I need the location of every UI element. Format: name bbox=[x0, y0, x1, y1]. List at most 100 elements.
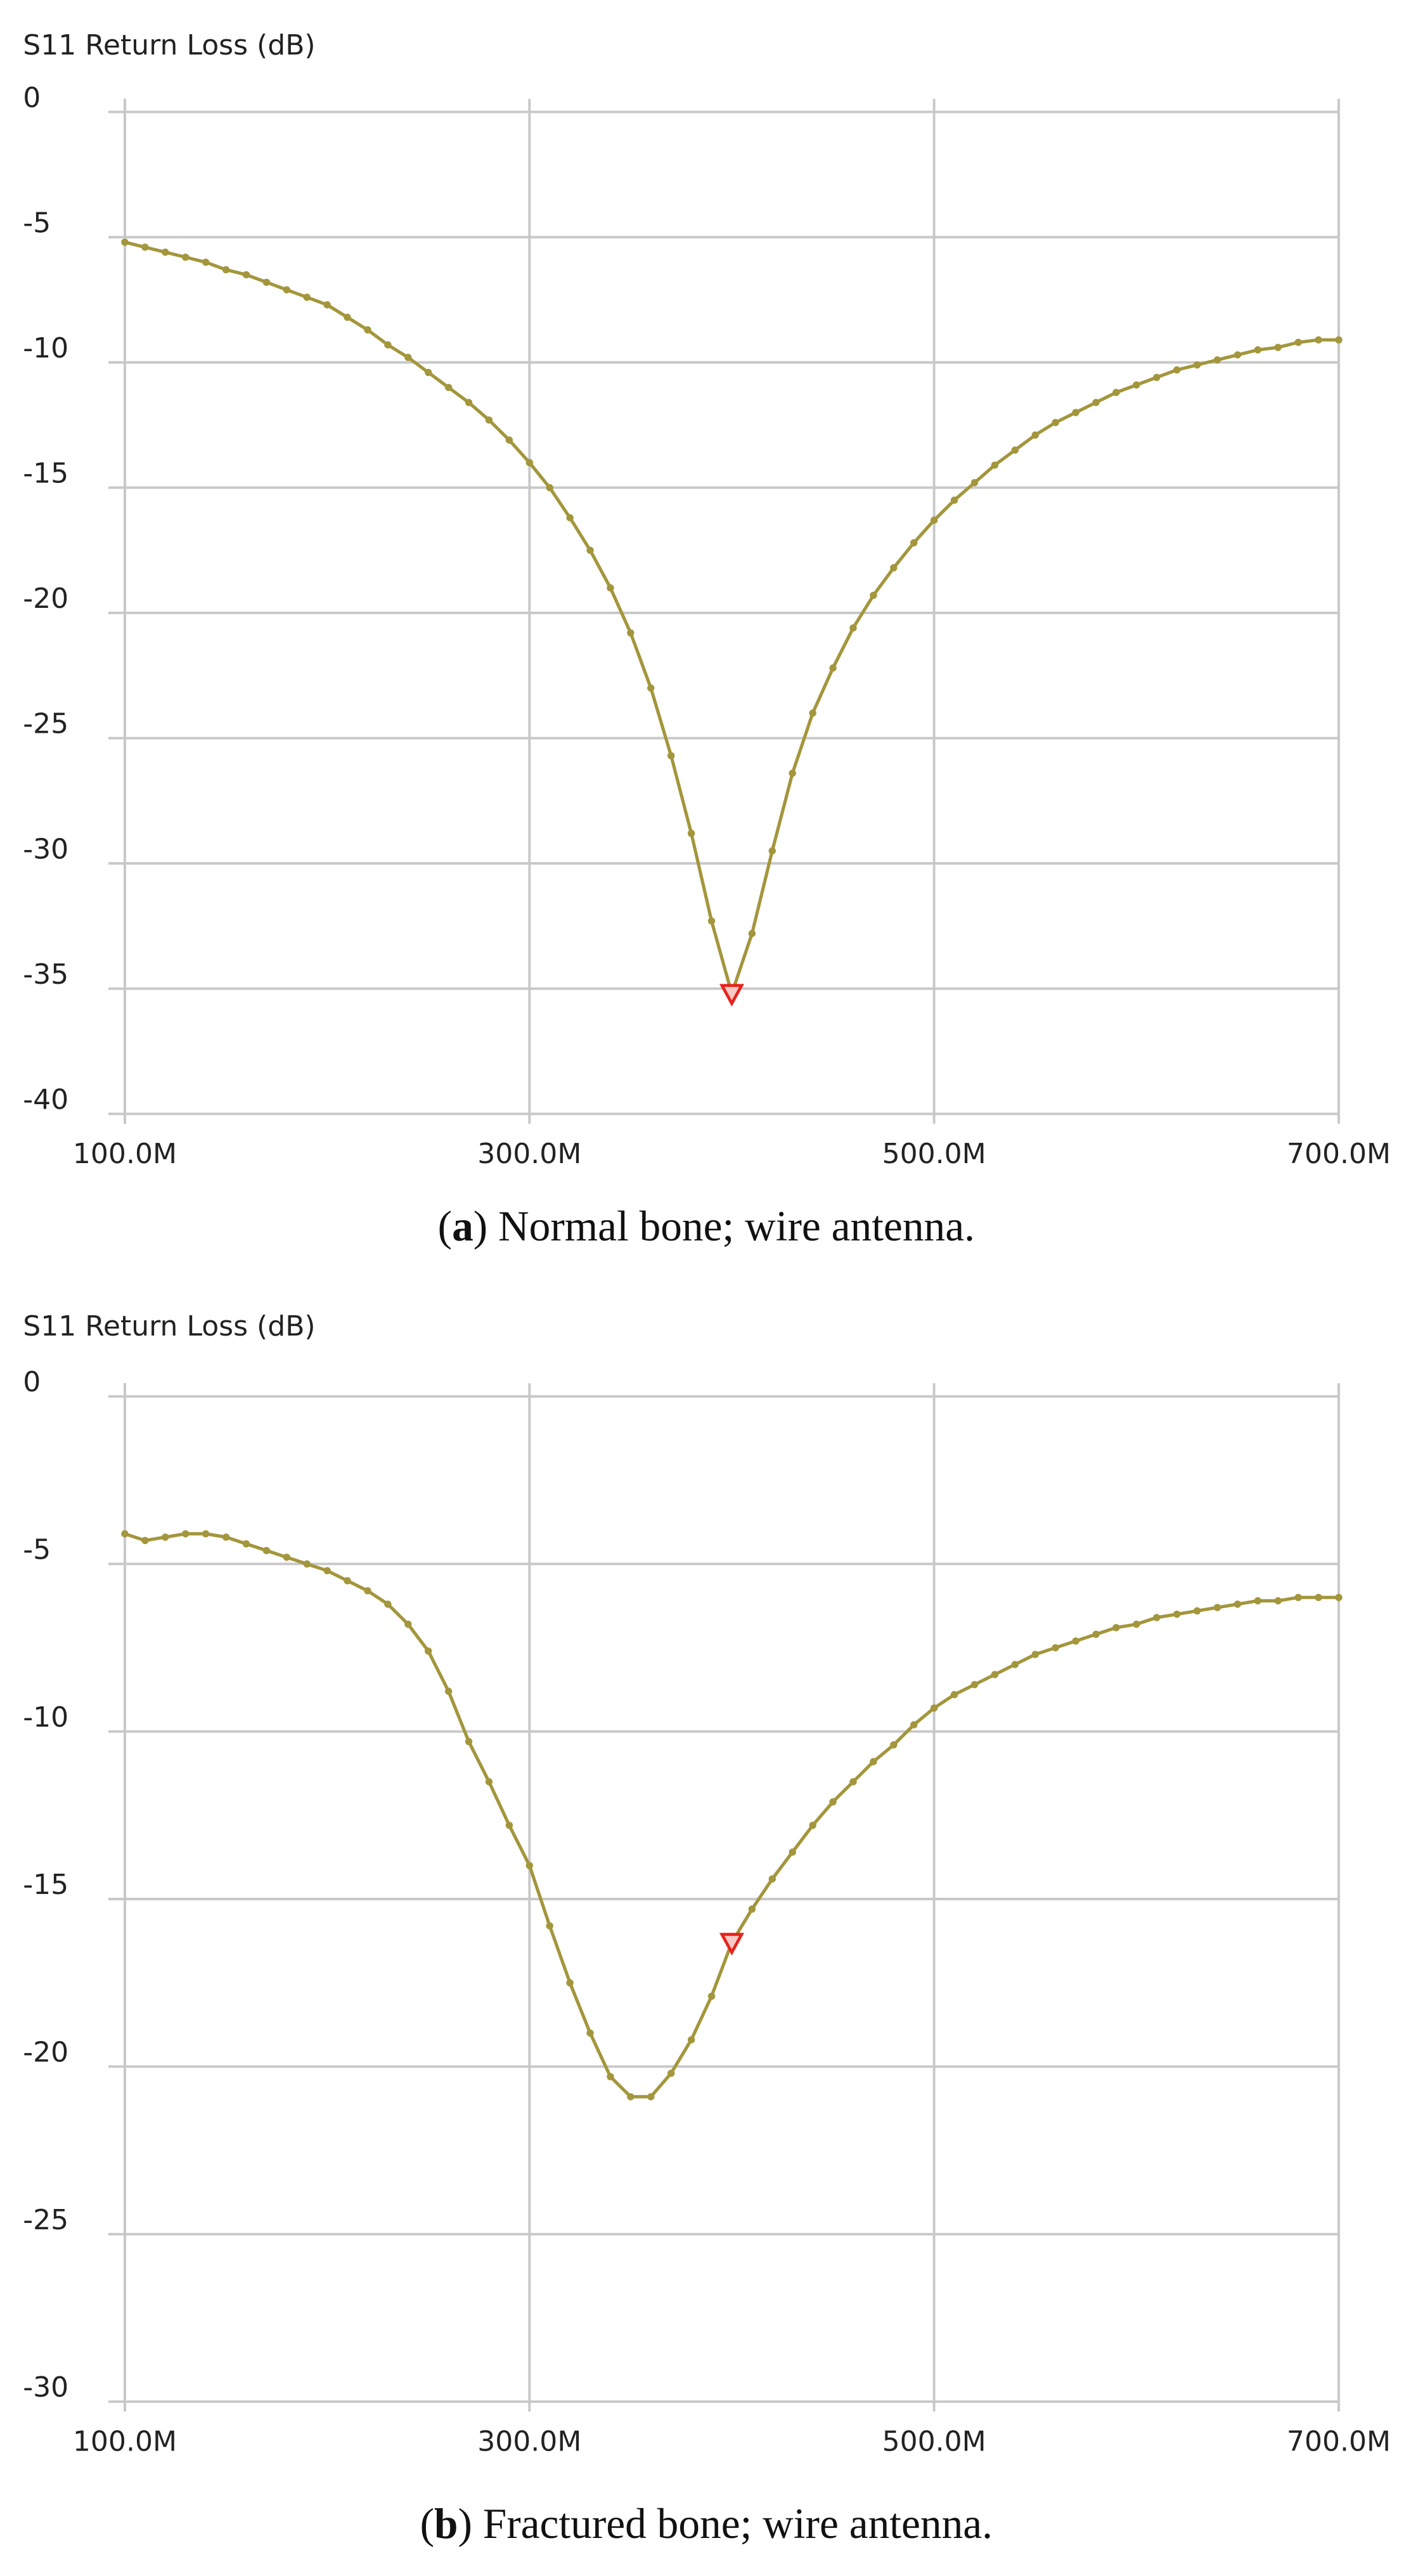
y-tick-label: -40 bbox=[23, 1084, 68, 1116]
data-point bbox=[404, 354, 412, 361]
data-point bbox=[1112, 389, 1120, 396]
data-point bbox=[849, 1778, 857, 1786]
data-point bbox=[141, 1536, 149, 1545]
data-point bbox=[789, 1848, 796, 1856]
data-point bbox=[607, 2073, 614, 2080]
data-point bbox=[1193, 361, 1201, 369]
caption-part: a bbox=[452, 1202, 474, 1250]
y-tick-label: -30 bbox=[23, 2371, 68, 2404]
data-point bbox=[485, 1778, 493, 1786]
data-point bbox=[202, 258, 210, 266]
y-tick-label: 0 bbox=[23, 1366, 41, 1398]
data-point bbox=[1133, 381, 1140, 389]
data-point bbox=[991, 1671, 999, 1678]
data-point bbox=[444, 383, 453, 391]
data-point bbox=[870, 591, 877, 599]
data-point bbox=[1092, 1630, 1100, 1639]
data-point bbox=[566, 1979, 574, 1987]
data-point bbox=[849, 624, 857, 632]
data-point bbox=[1254, 1597, 1262, 1605]
data-point bbox=[404, 1620, 412, 1628]
caption-part: ) Fractured bone; wire antenna. bbox=[458, 2500, 993, 2547]
data-line bbox=[124, 240, 1339, 1000]
caption-part: ( bbox=[438, 1202, 452, 1250]
y-tick-label: -5 bbox=[23, 1534, 51, 1566]
data-point bbox=[1153, 1614, 1161, 1621]
data-point bbox=[870, 1758, 877, 1765]
data-point bbox=[647, 684, 655, 692]
data-point bbox=[303, 1560, 311, 1568]
caption-part: b bbox=[434, 2500, 458, 2547]
data-point bbox=[262, 1547, 271, 1554]
caption-part: ( bbox=[420, 2500, 434, 2547]
data-point bbox=[768, 1875, 776, 1883]
x-tick-label: 700.0M bbox=[1287, 1138, 1391, 1170]
data-point bbox=[586, 2029, 594, 2037]
y-tick-label: -15 bbox=[23, 1869, 68, 1901]
data-point bbox=[505, 1821, 513, 1829]
chart: S11 Return Loss (dB) 0 -5 -10 -15 -20 -25 -30 -3… bbox=[23, 29, 1391, 1250]
data-point bbox=[465, 399, 473, 406]
data-point bbox=[1011, 1661, 1019, 1668]
data-point bbox=[1011, 446, 1019, 454]
caption-part: ) Normal bone; wire antenna. bbox=[474, 1202, 975, 1250]
data-point bbox=[1072, 1637, 1079, 1645]
data-point bbox=[1274, 1597, 1282, 1605]
data-point bbox=[687, 2036, 695, 2044]
data-point bbox=[1234, 1600, 1242, 1608]
x-tick-label: 300.0M bbox=[477, 2426, 581, 2458]
data-point bbox=[181, 254, 190, 261]
data-point bbox=[242, 1540, 250, 1548]
data-point bbox=[1112, 1624, 1120, 1632]
data-point bbox=[809, 709, 816, 717]
data-point bbox=[667, 752, 675, 759]
data-point bbox=[1335, 336, 1343, 344]
y-tick-label: -5 bbox=[23, 207, 51, 239]
data-point bbox=[1193, 1607, 1201, 1615]
data-point bbox=[222, 1533, 230, 1541]
data-point bbox=[1294, 338, 1302, 346]
x-tick-label: 300.0M bbox=[477, 1138, 581, 1170]
y-tick-label: 0 bbox=[23, 82, 41, 114]
x-tick-label: 500.0M bbox=[882, 2426, 986, 2458]
y-tick-label: -35 bbox=[23, 958, 68, 991]
data-point bbox=[465, 1737, 473, 1746]
data-point bbox=[586, 546, 594, 554]
data-point bbox=[890, 564, 898, 572]
data-point bbox=[222, 266, 230, 274]
data-point bbox=[1335, 1594, 1343, 1601]
data-point bbox=[991, 461, 999, 469]
data-point bbox=[627, 629, 635, 637]
data-point bbox=[748, 930, 756, 937]
data-point bbox=[607, 584, 614, 592]
data-point bbox=[384, 341, 392, 349]
data-point bbox=[970, 479, 979, 487]
data-point bbox=[1213, 1604, 1221, 1611]
y-tick-label: -15 bbox=[23, 458, 68, 490]
data-point bbox=[242, 271, 250, 279]
data-point bbox=[344, 1577, 351, 1585]
data-point bbox=[1133, 1620, 1140, 1628]
data-point bbox=[707, 917, 716, 925]
x-tick-label: 100.0M bbox=[73, 1138, 177, 1170]
data-point bbox=[121, 1530, 129, 1538]
data-point bbox=[890, 1741, 898, 1749]
data-point bbox=[950, 1690, 958, 1699]
y-tick-label: -30 bbox=[23, 833, 68, 865]
caption: (b) Fractured bone; wire antenna. bbox=[420, 2500, 993, 2547]
data-point bbox=[485, 416, 493, 424]
y-tick-label: -10 bbox=[23, 332, 68, 364]
data-point bbox=[1315, 336, 1322, 344]
data-point bbox=[141, 243, 149, 251]
data-point bbox=[1072, 409, 1079, 416]
data-point bbox=[425, 368, 432, 377]
data-point bbox=[303, 293, 311, 301]
data-point bbox=[1031, 431, 1039, 439]
data-point bbox=[829, 1798, 837, 1806]
chart-title: S11 Return Loss (dB) bbox=[23, 1310, 315, 1343]
data-point bbox=[707, 1992, 716, 2000]
data-point bbox=[687, 830, 695, 837]
data-point bbox=[444, 1687, 453, 1695]
y-tick-label: -25 bbox=[23, 708, 68, 740]
data-point bbox=[1173, 1610, 1181, 1618]
